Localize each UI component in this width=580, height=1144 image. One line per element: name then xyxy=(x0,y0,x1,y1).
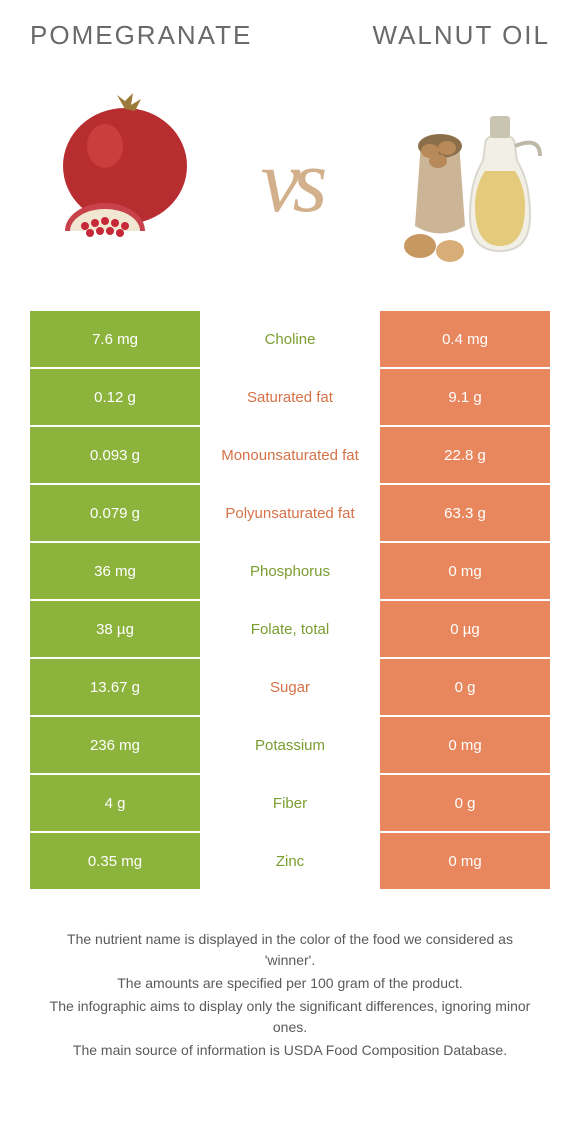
table-row: 0.079 gPolyunsaturated fat63.3 g xyxy=(30,485,550,541)
footnote-line: The infographic aims to display only the… xyxy=(40,996,540,1038)
table-row: 4 gFiber0 g xyxy=(30,775,550,831)
footnote-line: The amounts are specified per 100 gram o… xyxy=(40,973,540,994)
nutrient-label: Folate, total xyxy=(200,601,380,657)
nutrient-label: Monounsaturated fat xyxy=(200,427,380,483)
footnote-line: The main source of information is USDA F… xyxy=(40,1040,540,1061)
left-food-title: Pomegranate xyxy=(30,20,252,51)
right-value: 0 mg xyxy=(380,833,550,889)
table-row: 38 µgFolate, total0 µg xyxy=(30,601,550,657)
comparison-table: 7.6 mgCholine0.4 mg0.12 gSaturated fat9.… xyxy=(30,311,550,889)
left-value: 36 mg xyxy=(30,543,200,599)
nutrient-label: Sugar xyxy=(200,659,380,715)
table-row: 0.12 gSaturated fat9.1 g xyxy=(30,369,550,425)
left-value: 236 mg xyxy=(30,717,200,773)
right-value: 0 µg xyxy=(380,601,550,657)
nutrient-label: Choline xyxy=(200,311,380,367)
footnote-line: The nutrient name is displayed in the co… xyxy=(40,929,540,971)
nutrient-label: Polyunsaturated fat xyxy=(200,485,380,541)
left-value: 0.12 g xyxy=(30,369,200,425)
left-value: 7.6 mg xyxy=(30,311,200,367)
table-row: 0.35 mgZinc0 mg xyxy=(30,833,550,889)
right-value: 9.1 g xyxy=(380,369,550,425)
nutrient-label: Saturated fat xyxy=(200,369,380,425)
right-value: 63.3 g xyxy=(380,485,550,541)
nutrient-label: Phosphorus xyxy=(200,543,380,599)
right-value: 22.8 g xyxy=(380,427,550,483)
table-row: 236 mgPotassium0 mg xyxy=(30,717,550,773)
header: Pomegranate Walnut oil xyxy=(30,20,550,51)
table-row: 0.093 gMonounsaturated fat22.8 g xyxy=(30,427,550,483)
walnut-oil-image xyxy=(360,81,550,281)
nutrient-label: Zinc xyxy=(200,833,380,889)
vs-label: vs xyxy=(261,130,320,233)
right-value: 0 g xyxy=(380,775,550,831)
table-row: 7.6 mgCholine0.4 mg xyxy=(30,311,550,367)
footnotes: The nutrient name is displayed in the co… xyxy=(30,929,550,1061)
left-value: 38 µg xyxy=(30,601,200,657)
right-value: 0 mg xyxy=(380,717,550,773)
left-value: 0.35 mg xyxy=(30,833,200,889)
left-value: 0.079 g xyxy=(30,485,200,541)
left-value: 0.093 g xyxy=(30,427,200,483)
left-value: 4 g xyxy=(30,775,200,831)
right-value: 0 mg xyxy=(380,543,550,599)
nutrient-label: Fiber xyxy=(200,775,380,831)
image-row: vs xyxy=(30,81,550,281)
table-row: 13.67 gSugar0 g xyxy=(30,659,550,715)
right-value: 0.4 mg xyxy=(380,311,550,367)
pomegranate-image xyxy=(30,81,220,281)
nutrient-label: Potassium xyxy=(200,717,380,773)
table-row: 36 mgPhosphorus0 mg xyxy=(30,543,550,599)
right-food-title: Walnut oil xyxy=(373,20,550,51)
left-value: 13.67 g xyxy=(30,659,200,715)
right-value: 0 g xyxy=(380,659,550,715)
